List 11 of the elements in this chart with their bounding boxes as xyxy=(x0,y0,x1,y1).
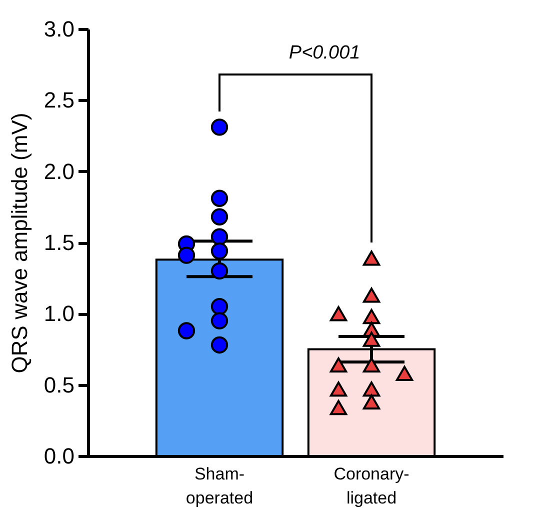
y-tick-label: 1.0 xyxy=(44,301,74,326)
y-axis-title: QRS wave amplitude (mV) xyxy=(6,112,32,374)
y-tick-label: 1.5 xyxy=(44,230,74,255)
x-tick-label: Sham-operated xyxy=(186,464,254,508)
y-tick-label: 3.0 xyxy=(44,16,74,42)
x-tick-label: Coronary-ligated xyxy=(334,464,410,508)
y-tick-label: 0.5 xyxy=(44,372,74,398)
annotation: P<0.001 xyxy=(288,42,360,64)
y-tick-label: 2.5 xyxy=(44,88,74,113)
y-tick-label: 2.0 xyxy=(44,158,74,184)
y-tick-label: 0.0 xyxy=(44,444,74,468)
